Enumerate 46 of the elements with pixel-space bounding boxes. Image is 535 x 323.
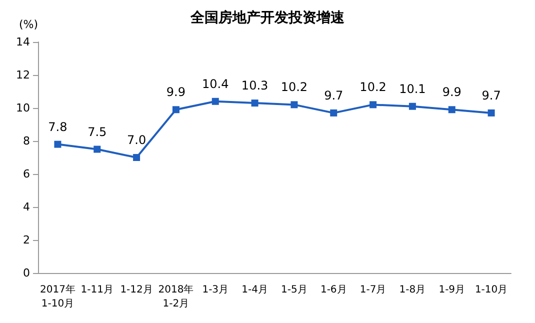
y-tick-label: 10 xyxy=(16,102,30,114)
x-tick-label: 1-5月 xyxy=(281,284,308,296)
point xyxy=(290,101,298,108)
text: 7.5 xyxy=(88,124,107,139)
point xyxy=(94,146,101,153)
x-tick-label: 2018年 1-2月 xyxy=(158,284,194,310)
text: 9.9 xyxy=(442,85,462,100)
y-tick-label: 8 xyxy=(23,134,30,148)
point xyxy=(448,106,456,114)
x-tick-label: 1-12月 xyxy=(120,284,153,296)
x-tick-label: 1-6月 xyxy=(320,284,347,296)
text: 9.9 xyxy=(166,85,186,100)
x-tick-label: 1-4月 xyxy=(242,284,268,296)
x-tick-label: 2017年 1-10月 xyxy=(40,284,76,310)
text: 10.1 xyxy=(399,82,426,96)
text: 10.2 xyxy=(360,80,386,94)
y-tick-label: 0 xyxy=(23,266,30,280)
y-axis-title: (%) xyxy=(18,18,38,31)
text: 10.2 xyxy=(280,80,308,94)
point xyxy=(488,109,495,116)
y-tick-label: 6 xyxy=(23,168,30,180)
x-tick-label: 1-10月 xyxy=(474,284,508,296)
point xyxy=(54,140,62,148)
x-tick-label: 1-9月 xyxy=(438,284,466,296)
text: 9.7 xyxy=(482,88,501,102)
y-tick-label: 12 xyxy=(16,68,30,82)
point xyxy=(172,106,180,114)
y-tick-label: 2 xyxy=(23,234,30,246)
x-tick-label: 1-8月 xyxy=(399,284,426,296)
x-tick-label: 1-11月 xyxy=(80,284,114,296)
text: 9.7 xyxy=(324,88,344,102)
point xyxy=(251,100,258,107)
text: 7.0 xyxy=(126,133,146,147)
text: 10.4 xyxy=(202,76,229,91)
text: 7.8 xyxy=(48,120,68,134)
point xyxy=(330,109,338,116)
point xyxy=(133,154,140,161)
chart-title: 全国房地产开发投资增速 xyxy=(190,9,346,26)
point xyxy=(212,98,219,105)
x-tick-label: 1-7月 xyxy=(360,284,386,296)
point xyxy=(370,101,377,108)
point xyxy=(408,102,416,110)
text: 10.3 xyxy=(241,78,268,93)
x-tick-label: 1-3月 xyxy=(202,284,229,296)
y-tick-label: 14 xyxy=(16,36,30,48)
y-tick-label: 4 xyxy=(23,200,30,214)
